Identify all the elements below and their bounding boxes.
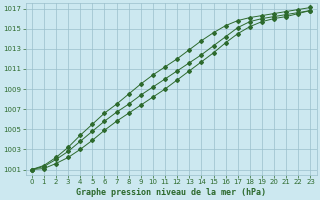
X-axis label: Graphe pression niveau de la mer (hPa): Graphe pression niveau de la mer (hPa) bbox=[76, 188, 266, 197]
